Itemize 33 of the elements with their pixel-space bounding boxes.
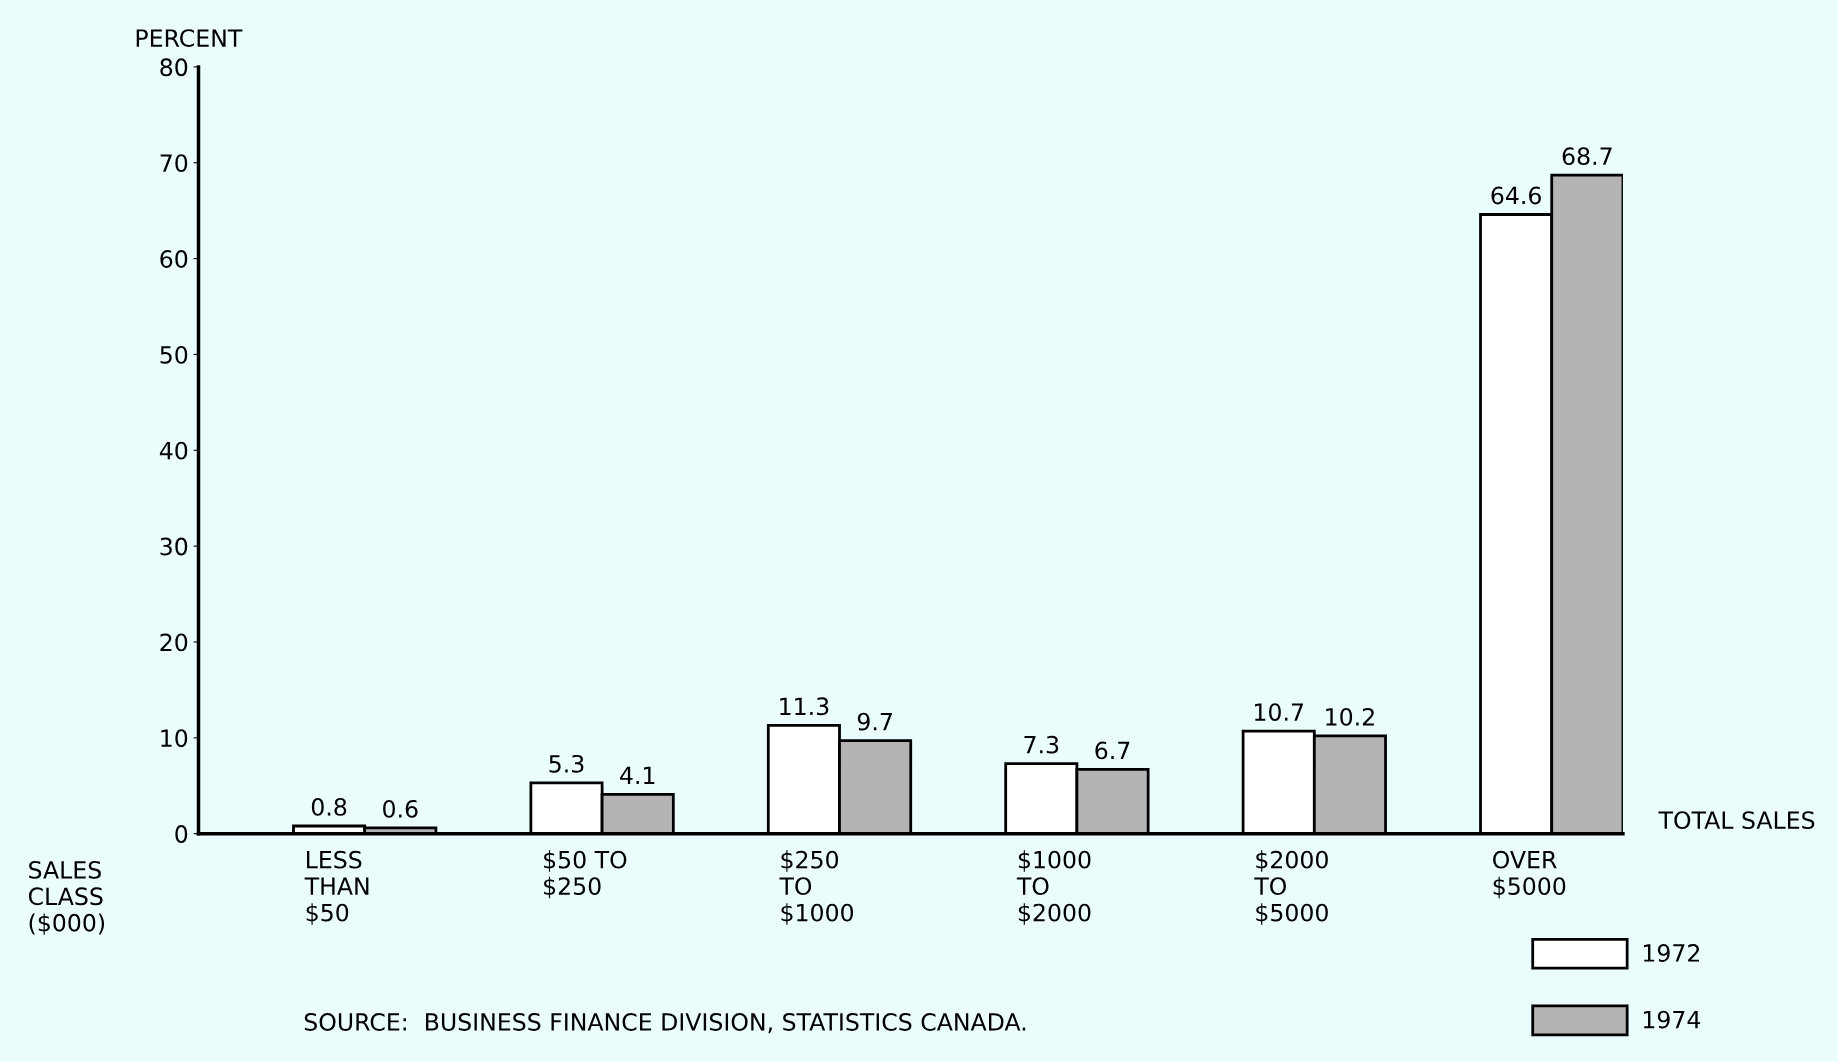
y-tick-label: 10 [161,729,188,748]
data-label: 10.7 [1255,703,1303,721]
data-label: 0.8 [311,798,347,816]
x-tick-label: OVER $5000 [1493,850,1566,899]
legend-label: 1972 [1643,944,1700,962]
y-tick-label: 80 [160,58,188,77]
data-label: 6.7 [1095,741,1130,760]
y-tick-label: 50 [160,345,188,364]
y-tick-label: 40 [159,441,188,460]
source-note: SOURCE: BUSINESS FINANCE DIVISION, STATISTICS CANADA. [304,1013,1026,1034]
x-tick-label: $250 TO $1000 [779,850,854,925]
data-label: 9.7 [857,712,892,731]
legend-label: 1974 [1643,1010,1701,1029]
y-tick-label: 60 [160,250,188,268]
data-label: 68.7 [1562,147,1612,166]
data-label: 10.2 [1326,707,1374,726]
data-label: 0.6 [383,799,418,818]
y-axis-title: PERCENT [136,29,243,47]
y-tick-label: 20 [160,633,188,652]
text: TOTAL SALES [1658,811,1815,830]
x-tick-label: $50 TO $250 [544,850,627,899]
y-tick-label: 30 [160,537,188,556]
y-tick-label: 0 [175,825,188,843]
data-label: 64.6 [1491,186,1541,205]
data-label: 5.3 [549,754,584,773]
data-label: 11.3 [780,697,829,716]
data-label: 7.3 [1024,735,1059,754]
data-label: 4.1 [620,766,655,784]
x-axis-title: SALES CLASS ($000) [28,860,105,935]
y-tick-label: 70 [160,154,188,173]
x-tick-label: $2000 TO $5000 [1254,850,1328,925]
x-tick-label: $1000 TO $2000 [1016,850,1091,925]
x-tick-label: LESS THAN $50 [304,850,369,925]
